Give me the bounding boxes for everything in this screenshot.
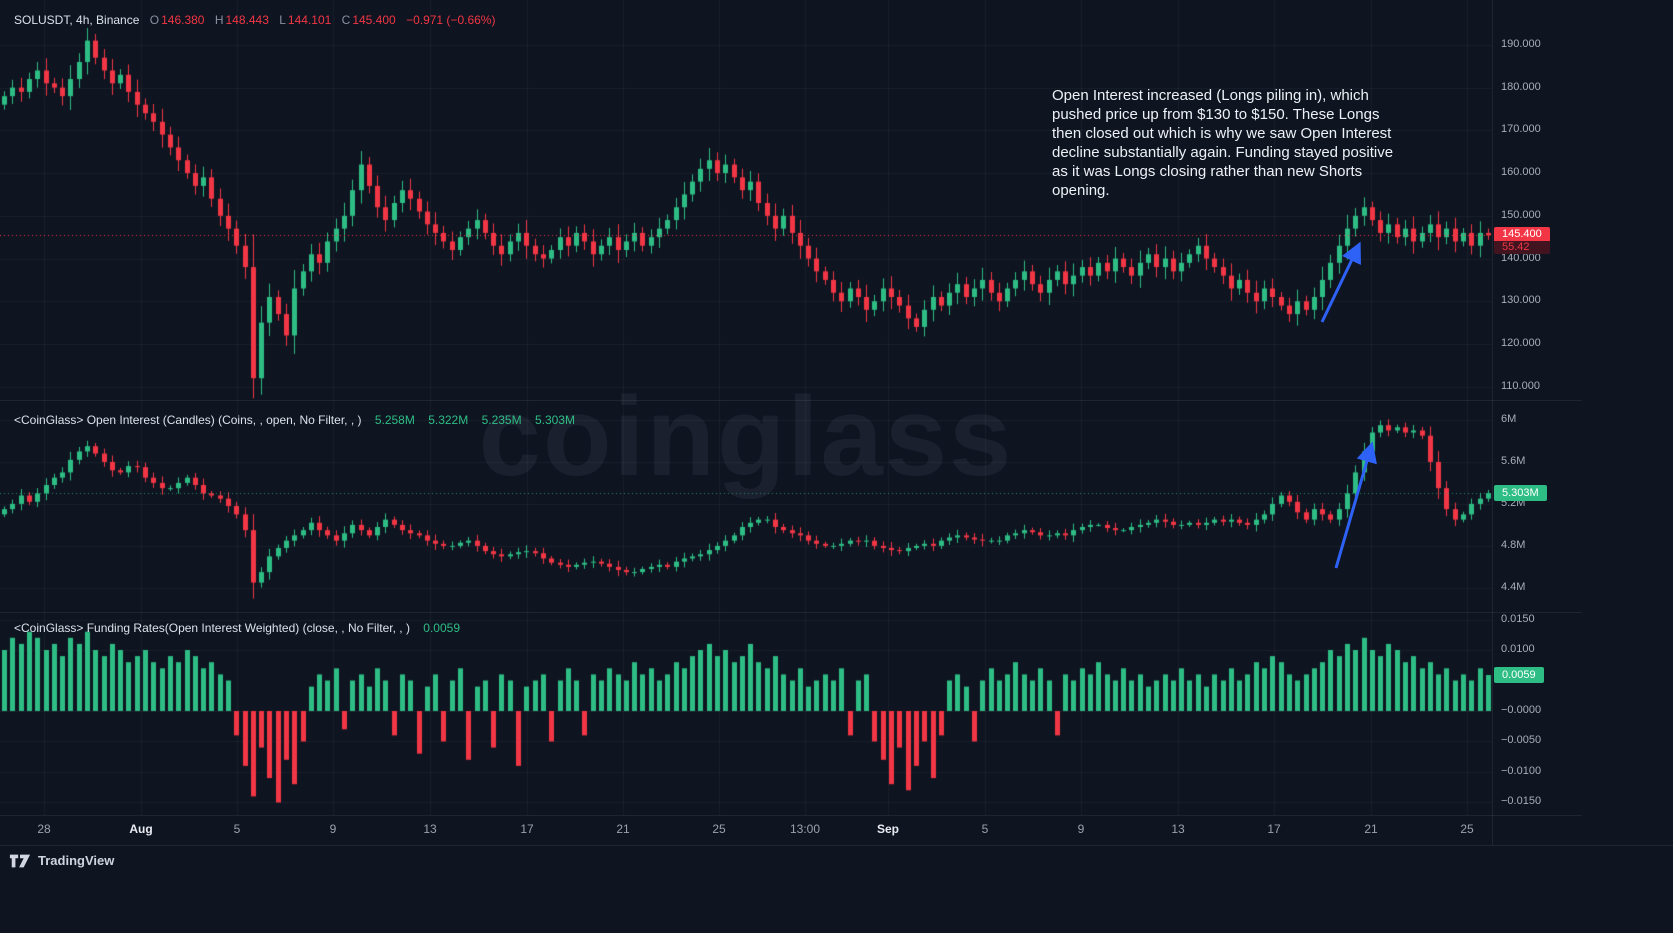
price-axis-label: 190.000 (1501, 37, 1541, 50)
symbol-legend[interactable]: SOLUSDT, 4h, Binance O 146.380 H 148.443 L… (14, 13, 495, 27)
ohlc-low-label: L (279, 13, 286, 27)
ohlc-low-value: 144.101 (287, 13, 332, 27)
tradingview-logo-text[interactable]: TradingView (38, 853, 115, 868)
funding-rates-legend[interactable]: <CoinGlass> Funding Rates(Open Interest … (14, 621, 460, 635)
price-axis-label: 130.000 (1501, 294, 1541, 307)
last-price-value: 145.400 (1494, 227, 1550, 242)
time-axis-label: 17 (520, 822, 534, 836)
funding-axis-label: −0.0050 (1501, 734, 1542, 747)
oi-close-value: 5.303M (534, 413, 575, 427)
chart-canvas[interactable] (0, 0, 1492, 815)
funding-axis-label: −0.0000 (1501, 703, 1542, 716)
open-interest-title: <CoinGlass> Open Interest (Candles) (Coi… (14, 413, 362, 427)
price-axis-label: 140.000 (1501, 251, 1541, 264)
funding-rates-title: <CoinGlass> Funding Rates(Open Interest … (14, 621, 410, 635)
funding-axis-label: 0.0150 (1501, 612, 1535, 625)
time-axis-label: 21 (616, 822, 630, 836)
ohlc-open-value: 146.380 (161, 13, 205, 27)
price-axis-label: 110.000 (1501, 379, 1540, 392)
price-axis-label: 180.000 (1501, 80, 1541, 93)
oi-axis-label: 4.8M (1501, 538, 1526, 551)
time-axis-label: Sep (876, 822, 899, 836)
funding-axis-label: 0.0100 (1501, 643, 1535, 655)
oi-open-value: 5.258M (374, 413, 415, 427)
price-axis-label: 170.000 (1501, 123, 1541, 136)
time-axis-label: 5 (981, 822, 989, 836)
ohlc-high-label: H (214, 13, 224, 27)
funding-axis-label: −0.0100 (1501, 764, 1542, 777)
time-axis-label: 13 (423, 822, 437, 836)
last-price-badge: 145.400 55.42 (1494, 227, 1550, 255)
time-axis-label: 28 (37, 822, 51, 836)
price-change: −0.971 (−0.66%) (406, 13, 496, 27)
time-axis-label: 17 (1267, 822, 1281, 836)
time-axis-label: 25 (1460, 822, 1474, 836)
analysis-note[interactable]: Open Interest increased (Longs piling in… (1052, 87, 1394, 200)
time-axis-label: 13 (1171, 822, 1185, 836)
oi-axis-label: 5.6M (1501, 454, 1526, 467)
price-axis-label: 120.000 (1501, 337, 1541, 350)
symbol-title: SOLUSDT, 4h, Binance (14, 13, 140, 27)
bar-close-countdown: 55.42 (1494, 241, 1550, 255)
time-axis-label: 13:00 (789, 822, 821, 836)
ohlc-high-value: 148.443 (225, 13, 269, 27)
price-scale[interactable]: 145.400 55.42 5.303M 0.0059 190.000 180.0… (1492, 0, 1582, 845)
time-axis-label: Aug (129, 822, 153, 836)
tradingview-logo-icon[interactable] (9, 854, 31, 868)
time-axis-label: 5 (233, 822, 241, 836)
open-interest-legend[interactable]: <CoinGlass> Open Interest (Candles) (Coi… (14, 413, 575, 427)
price-axis-label: 150.000 (1501, 208, 1541, 221)
time-scale[interactable]: 28 Aug 5 9 13 17 21 25 13:00 Sep 5 9 13 17 21 25 (0, 815, 1492, 845)
funding-axis-label: −0.0150 (1501, 795, 1542, 808)
time-axis-label: 9 (1077, 822, 1085, 836)
ohlc-open-label: O (149, 13, 160, 27)
time-axis-label: 21 (1364, 822, 1378, 836)
oi-axis-label: 4.4M (1501, 580, 1526, 593)
oi-last-value-badge: 5.303M (1494, 485, 1547, 502)
funding-last-value-badge: 0.0059 (1494, 667, 1544, 683)
pane-divider (0, 815, 1582, 816)
time-axis-label: 25 (712, 822, 726, 836)
funding-value: 0.0059 (423, 621, 460, 635)
pane-divider[interactable] (0, 612, 1582, 613)
pane-divider[interactable] (0, 400, 1582, 401)
time-axis-label: 9 (329, 822, 337, 836)
ohlc-close-value: 145.400 (352, 13, 396, 27)
oi-low-value: 5.235M (481, 413, 522, 427)
ohlc-close-label: C (341, 13, 351, 27)
bottom-toolbar: TradingView (0, 845, 1673, 875)
price-axis-label: 160.000 (1501, 166, 1541, 179)
oi-high-value: 5.322M (428, 413, 469, 427)
oi-axis-label: 6M (1501, 412, 1517, 425)
